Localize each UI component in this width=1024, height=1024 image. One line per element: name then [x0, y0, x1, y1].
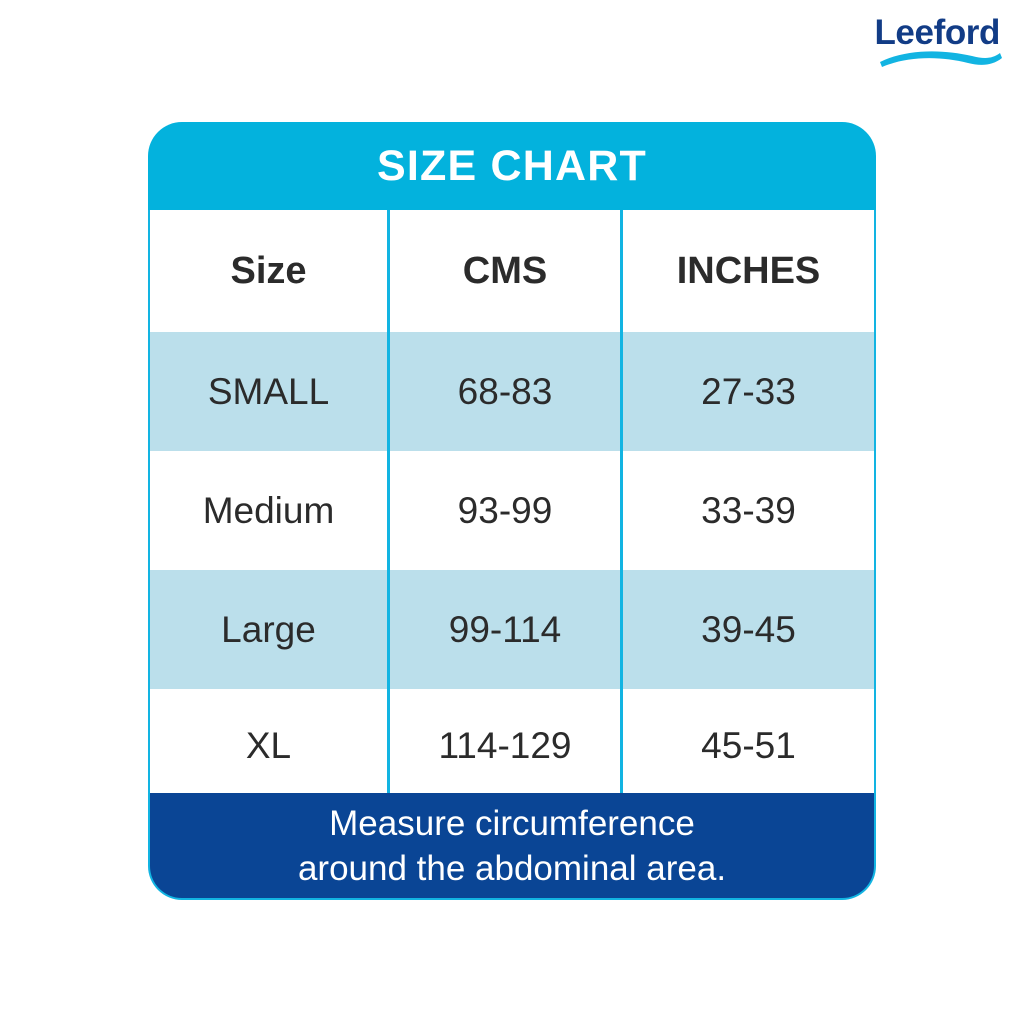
cell-cms: 114-129 [387, 689, 623, 803]
measurement-note: Measure circumference around the abdomin… [148, 793, 876, 900]
cell-inches: 39-45 [701, 608, 796, 650]
cell-inches: 45-51 [701, 725, 796, 766]
size-chart-table: Size CMS INCHES SMALL 68-83 27-33 Medium… [148, 210, 876, 803]
table-row: XL 114-129 45-51 [150, 689, 874, 803]
cell-inches: 27-33 [701, 370, 796, 412]
cell-cms: 68-83 [387, 332, 623, 451]
brand-logo: Leeford [852, 14, 1002, 70]
table-header-row: Size CMS INCHES [150, 210, 874, 332]
cell-inches: 33-39 [701, 489, 796, 531]
table-row: Large 99-114 39-45 [150, 570, 874, 689]
card-header: SIZE CHART [148, 122, 876, 210]
measurement-note-line-2: around the abdominal area. [297, 848, 727, 888]
column-header-size: Size [230, 249, 307, 292]
brand-swoosh-icon [880, 50, 1002, 68]
column-header-cms: CMS [387, 210, 623, 332]
size-chart-card: SIZE CHART Size CMS INCHES SMALL 68-83 2… [148, 122, 876, 900]
cell-size: SMALL [207, 370, 330, 412]
cell-size: Large [221, 608, 316, 650]
cell-size: XL [245, 725, 292, 766]
table-row: SMALL 68-83 27-33 [150, 332, 874, 451]
table-row: Medium 93-99 33-39 [150, 451, 874, 570]
cell-cms: 99-114 [387, 570, 623, 689]
brand-name: Leeford [874, 13, 1000, 52]
column-header-inches: INCHES [676, 249, 821, 292]
measurement-note-line-1: Measure circumference [329, 803, 695, 843]
cell-cms: 93-99 [387, 451, 623, 570]
page-title: SIZE CHART [377, 141, 647, 190]
cell-size: Medium [202, 489, 335, 531]
